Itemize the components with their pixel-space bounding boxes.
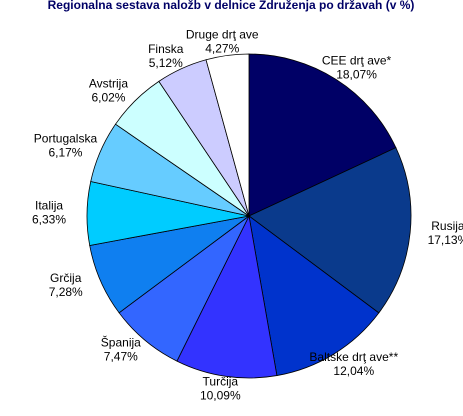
slice-value-label: 17,13% [428, 233, 463, 247]
slice-value-label: 7,28% [49, 285, 83, 299]
slice-value-label: 6,17% [48, 146, 82, 160]
slice-value-label: 18,07% [336, 68, 377, 82]
slice-label: Finska [148, 42, 184, 56]
slice-value-label: 6,02% [91, 91, 125, 105]
slice-label: Portugalska [34, 132, 98, 146]
slice-label: Španija [101, 335, 141, 350]
pie-slice [248, 147, 412, 314]
slice-label: Turčija [203, 374, 239, 388]
slice-value-label: 12,04% [333, 364, 374, 378]
slice-value-label: 7,47% [104, 350, 138, 364]
slice-label: Druge drţ ave [186, 28, 259, 42]
chart-title: Regionalna sestava naložb v delnice Zdru… [48, 0, 415, 12]
slice-label: Rusija [431, 219, 463, 233]
slice-value-label: 10,09% [200, 388, 241, 402]
slice-value-label: 4,27% [205, 42, 239, 56]
slice-value-label: 6,33% [32, 212, 66, 226]
pie-slice [176, 214, 278, 379]
slice-label: Baltske drţ ave** [309, 350, 398, 364]
slice-label: Grčija [50, 271, 82, 285]
slice-label: Avstrija [89, 77, 128, 91]
slice-label: CEE drţ ave* [322, 54, 392, 68]
pie-slice [248, 215, 380, 377]
slice-label: Italija [35, 198, 63, 212]
slice-value-label: 5,12% [149, 56, 183, 70]
pie-slice [248, 53, 397, 217]
pie-slice [205, 53, 250, 217]
